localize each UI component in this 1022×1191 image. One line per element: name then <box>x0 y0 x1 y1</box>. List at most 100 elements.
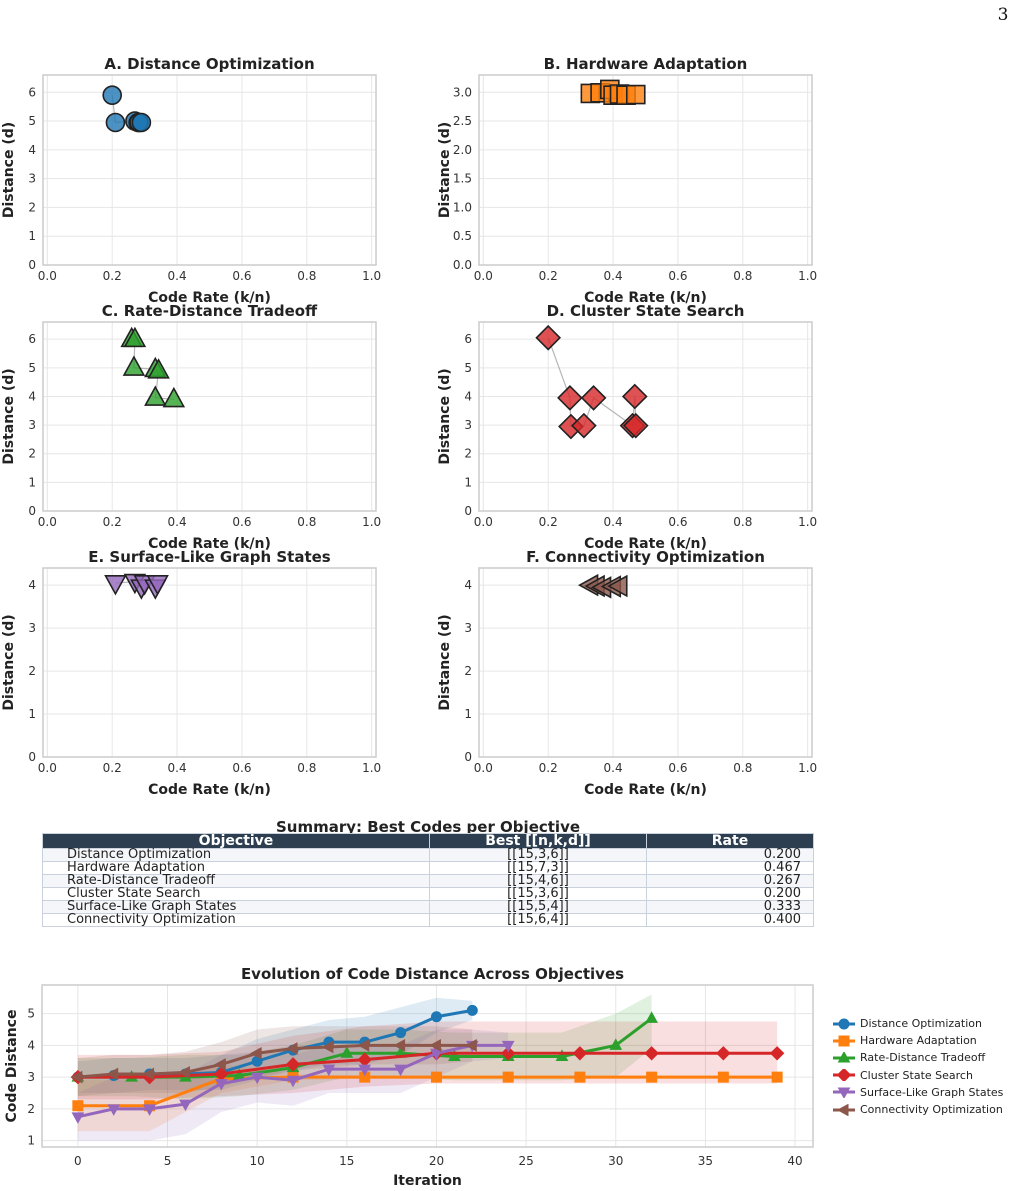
x-tick-label: 0.0 <box>474 761 493 775</box>
x-tick-label: 0.6 <box>668 269 687 283</box>
x-tick-label: 0.6 <box>232 761 251 775</box>
confidence-band <box>77 1021 778 1100</box>
series-point <box>142 1067 155 1081</box>
x-tick-label: 20 <box>429 1154 444 1168</box>
x-tick-label: 0.4 <box>604 515 623 529</box>
legend-item: Cluster State Search <box>832 1067 1003 1084</box>
series-point <box>448 1049 461 1061</box>
data-point <box>607 574 628 598</box>
cell-code: [[15,3,6]] <box>429 848 647 862</box>
x-axis-label: Code Rate (k/n) <box>584 782 707 798</box>
y-tick-label: 3 <box>28 418 36 432</box>
data-point <box>625 84 646 105</box>
x-tick-label: 0.4 <box>604 269 623 283</box>
x-tick-label: 1.0 <box>362 269 381 283</box>
page-number: 3 <box>998 5 1009 25</box>
evolution-chart: 0 5 10 15 20 25 30 35 40 1 2 3 4 5 Evolution of Code D… <box>4 965 814 1189</box>
data-point <box>535 324 562 351</box>
series-point <box>555 1049 569 1061</box>
panel-title: C. Rate-Distance Tradeoff <box>102 302 318 320</box>
series-point <box>430 1071 442 1083</box>
cell-rate: 0.400 <box>646 913 814 927</box>
cell-objective: Surface-Like Graph States <box>42 900 430 914</box>
y-tick-label: 1.5 <box>453 172 472 186</box>
plot-area <box>43 75 376 265</box>
legend-label: Surface-Like Graph States <box>860 1085 1004 1099</box>
y-tick-label: 2 <box>28 664 36 678</box>
data-point <box>122 355 146 376</box>
y-tick-label: 1 <box>28 229 36 243</box>
series-point <box>502 1071 514 1083</box>
series-point <box>572 1046 588 1061</box>
y-tick-label: 1 <box>464 475 472 489</box>
series-point <box>358 1064 372 1077</box>
x-tick-label: 0.6 <box>668 761 687 775</box>
x-tick-label: 0.6 <box>232 515 251 529</box>
y-tick-label: 2.5 <box>453 114 472 128</box>
summary-table: Objective Best [[n,k,d]] Rate Distance O… <box>42 833 814 927</box>
series-point <box>321 1040 334 1054</box>
plot-area <box>479 568 812 757</box>
y-axis-label: Code Distance <box>4 1010 20 1123</box>
data-point <box>622 412 649 439</box>
y-tick-label: 1 <box>28 475 36 489</box>
series-point <box>285 1057 301 1072</box>
panel-title: A. Distance Optimization <box>104 55 314 73</box>
data-point <box>146 575 169 596</box>
x-tick-label: 0.2 <box>539 761 558 775</box>
scatter-panel-0: 0.0 0.2 0.4 0.6 0.8 1.0 0 1 2 3 4 5 6 A. Distance Opt… <box>1 55 381 306</box>
cell-rate: 0.333 <box>646 900 814 914</box>
x-axis-label: Code Rate (k/n) <box>148 782 271 798</box>
series-point <box>72 1100 84 1112</box>
y-tick-label: 5 <box>28 114 36 128</box>
x-tick-label: 10 <box>250 1154 265 1168</box>
series-point <box>70 1070 83 1084</box>
cell-rate: 0.467 <box>646 861 814 875</box>
y-tick-label: 6 <box>464 332 472 346</box>
data-point <box>123 326 147 348</box>
y-tick-label: 1.0 <box>453 200 472 214</box>
plot-area <box>479 75 812 265</box>
y-tick-label: 2 <box>28 447 36 461</box>
y-tick-label: 4 <box>28 143 36 157</box>
x-tick-label: 35 <box>698 1154 713 1168</box>
legend-marker <box>838 1018 850 1030</box>
scatter-panel-4: 0.0 0.2 0.4 0.6 0.8 1.0 0 1 2 3 4 E. Surface-Like G… <box>1 548 381 798</box>
cell-rate: 0.200 <box>646 887 814 901</box>
data-point <box>162 386 186 408</box>
series-point <box>430 1011 442 1023</box>
y-tick-label: 4 <box>464 578 472 592</box>
x-tick-label: 15 <box>339 1154 354 1168</box>
legend-label: Distance Optimization <box>860 1017 982 1031</box>
table-row: Distance Optimization [[15,3,6]] 0.200 <box>42 848 814 862</box>
summary-table-title: Summary: Best Codes per Objective <box>276 818 580 836</box>
x-tick-label: 0.4 <box>168 269 187 283</box>
scatter-panel-3: 0.0 0.2 0.4 0.6 0.8 1.0 0 1 2 3 4 5 6 D. Cluster Stat… <box>437 302 817 552</box>
y-tick-label: 2 <box>464 447 472 461</box>
x-tick-label: 0.0 <box>474 515 493 529</box>
series-point <box>250 1072 264 1085</box>
plot-frame <box>42 321 377 512</box>
panel-title: F. Connectivity Optimization <box>526 548 765 566</box>
col-header-objective: Objective <box>42 833 430 849</box>
y-axis-label: Distance (d) <box>437 122 453 218</box>
plot-area <box>43 568 376 757</box>
x-tick-label: 0.8 <box>733 269 752 283</box>
evolution-legend: Distance Optimization Hardware Adaptation… <box>832 1015 1003 1118</box>
plot-area <box>43 322 376 511</box>
table-row: Connectivity Optimization [[15,6,4]] 0.400 <box>42 913 814 927</box>
x-tick-label: 0.6 <box>232 269 251 283</box>
x-tick-label: 0.4 <box>168 515 187 529</box>
x-tick-label: 0.2 <box>103 515 122 529</box>
y-tick-label: 3 <box>28 172 36 186</box>
y-tick-label: 0.0 <box>453 258 472 272</box>
x-tick-label: 1.0 <box>362 761 381 775</box>
legend-marker <box>836 1103 849 1116</box>
y-tick-label: 4 <box>464 389 472 403</box>
plot-frame <box>478 74 813 266</box>
cell-code: [[15,6,4]] <box>429 913 647 927</box>
x-tick-label: 1.0 <box>798 761 817 775</box>
y-tick-label: 0 <box>28 750 36 764</box>
cell-objective: Distance Optimization <box>42 848 430 862</box>
